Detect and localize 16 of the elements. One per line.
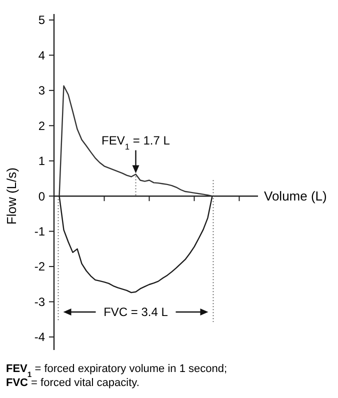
x-axis-title: Volume (L) <box>264 188 327 204</box>
annotation: FEV$_{1}$ = 1.7 L <box>102 133 170 152</box>
annotation: FVC = 3.4 L <box>104 305 168 320</box>
y-tick-label: 4 <box>38 48 46 62</box>
y-tick-label: -4 <box>34 330 46 344</box>
y-tick-label: -1 <box>34 224 46 239</box>
y-tick-label: 2 <box>38 118 46 133</box>
y-tick-label: 1 <box>38 154 46 168</box>
y-axis-title: Flow (L/s) <box>4 168 19 225</box>
y-tick-label: 3 <box>38 84 46 98</box>
y-tick-label: 5 <box>38 13 46 28</box>
text: FVC = forced vital capacity. <box>6 377 140 389</box>
y-tick-label: -3 <box>34 294 46 309</box>
y-tick-label: 0 <box>38 189 46 204</box>
text: FEV$_{1}$ = forced expiratory volume in 1 second; <box>6 363 228 378</box>
y-tick-label: -2 <box>34 260 46 274</box>
